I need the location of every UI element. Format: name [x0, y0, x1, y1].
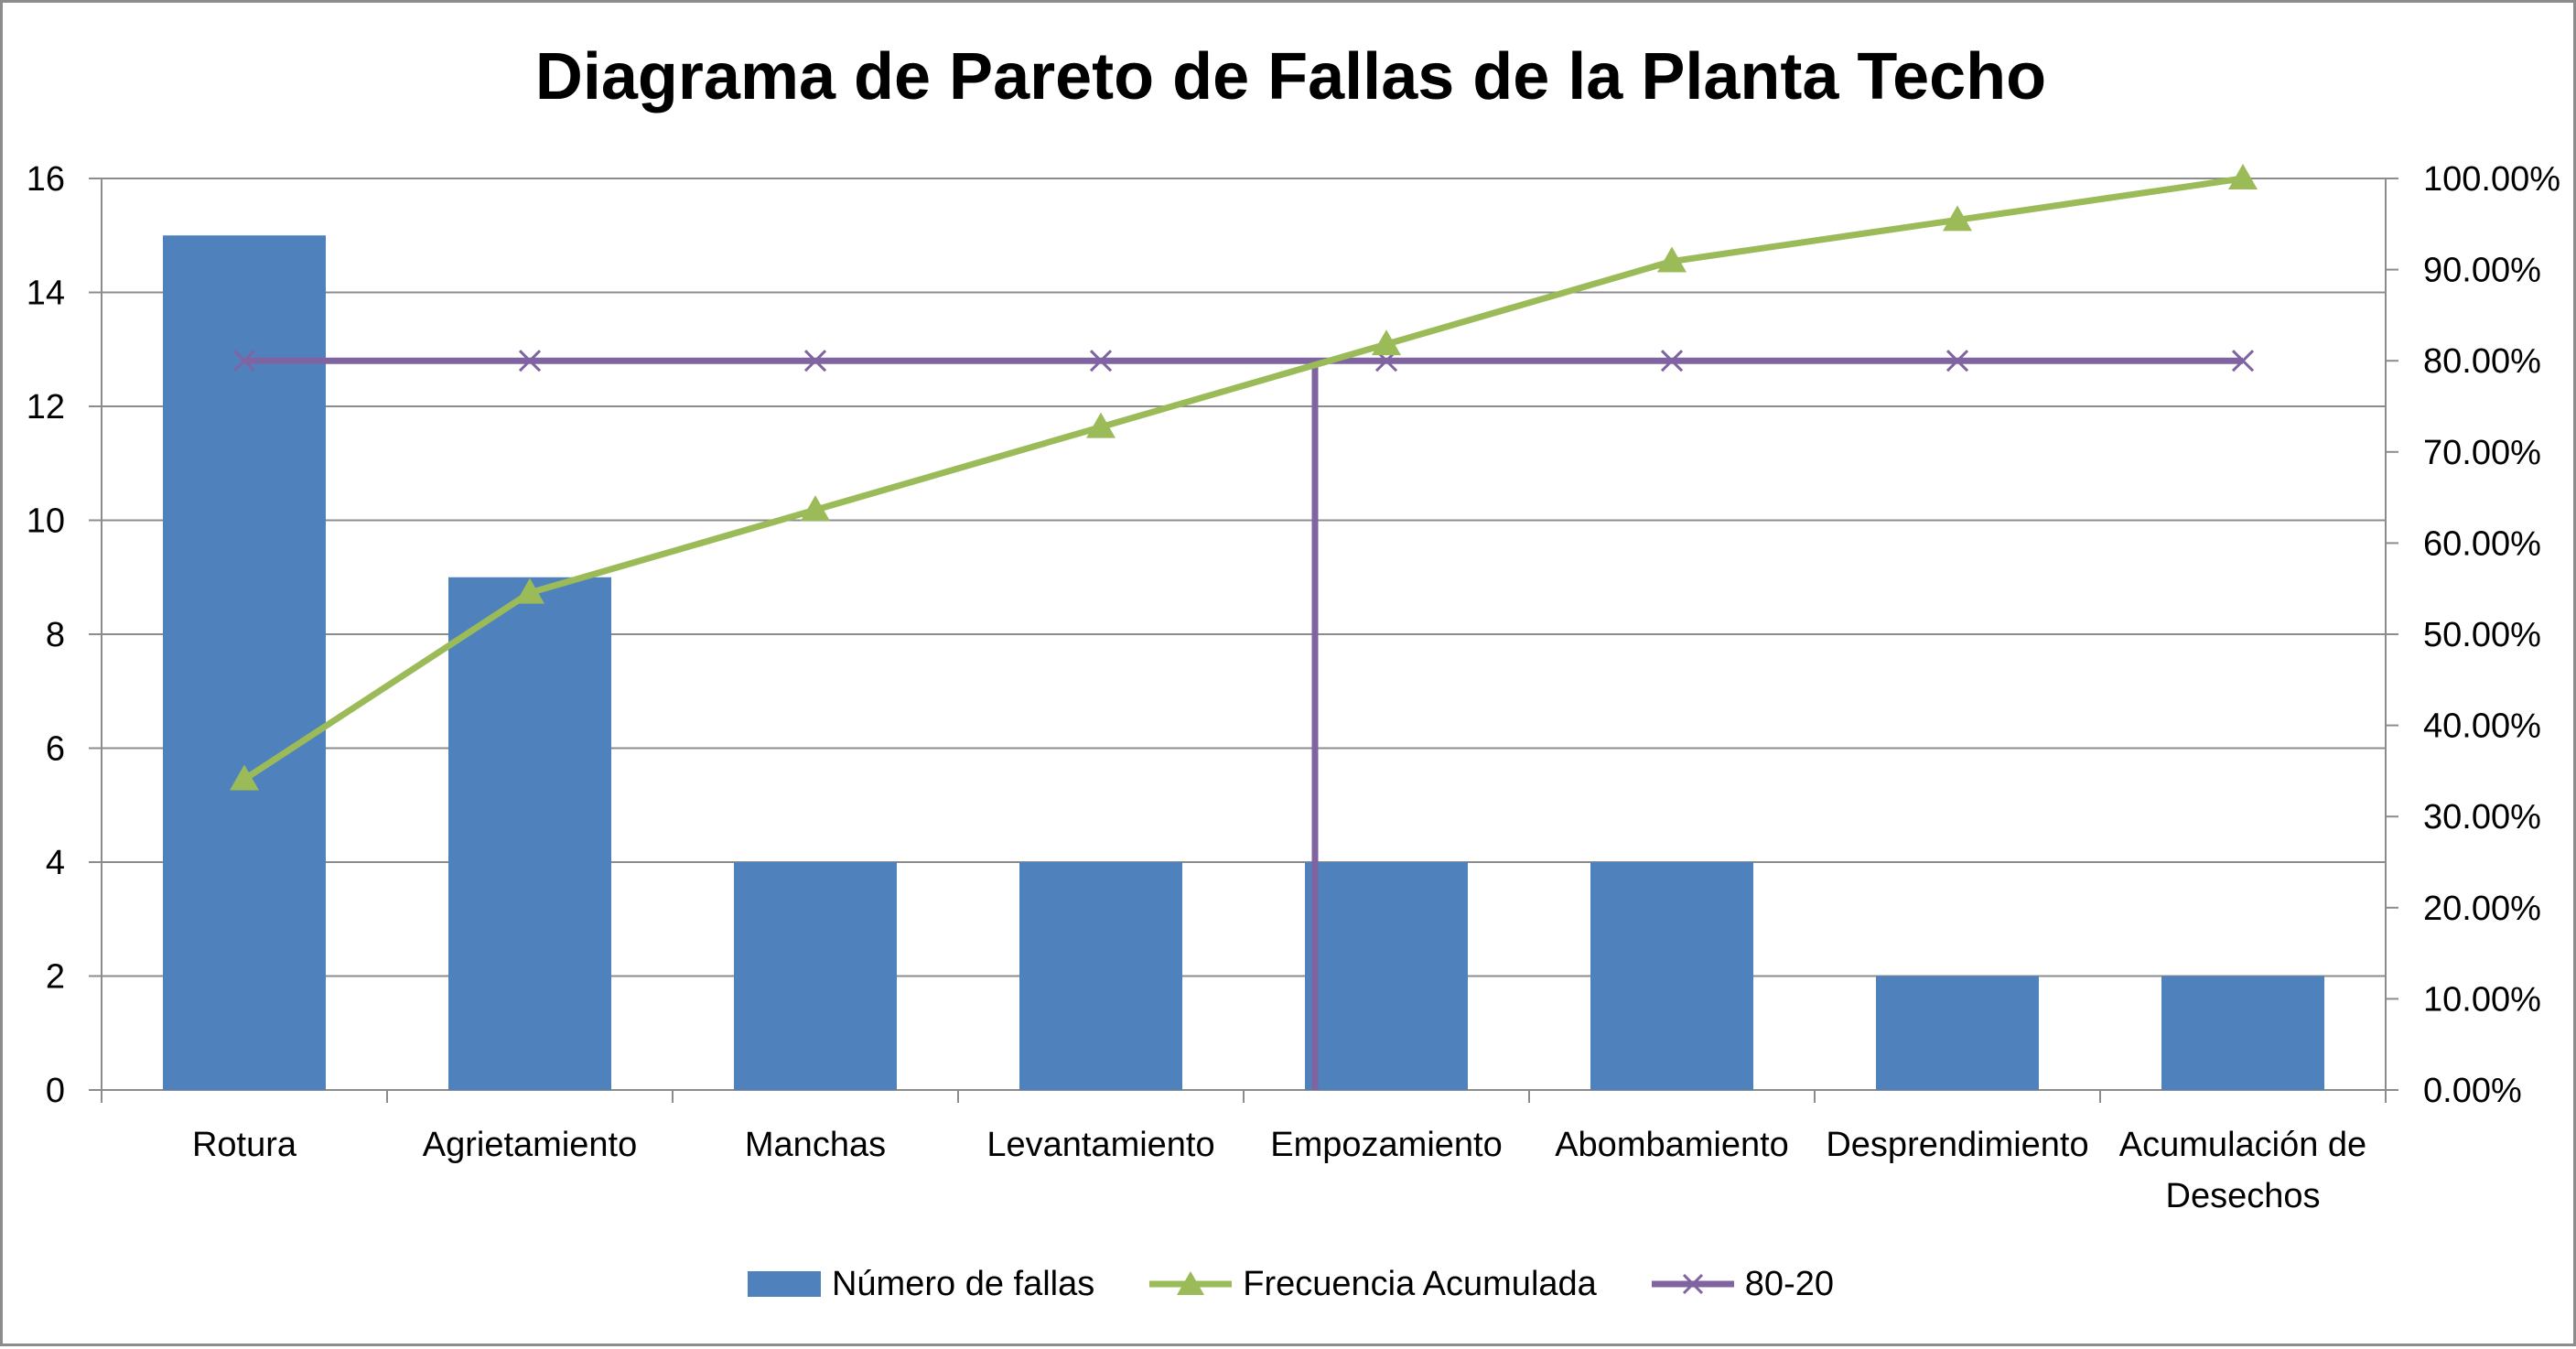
marker-80-20: [1089, 350, 1113, 372]
x-tick-label: Rotura: [192, 1126, 297, 1164]
bar-5: [1305, 862, 1468, 1090]
y2-tick-label: 10.00%: [2423, 980, 2541, 1019]
y-tick-label: 16: [27, 160, 65, 199]
y2-tick-label: 70.00%: [2423, 434, 2541, 472]
y2-tick-label: 60.00%: [2423, 524, 2541, 563]
legend: Número de fallas Frecuencia Acumulada 80…: [3, 1257, 2576, 1311]
marker-80-20: [518, 350, 542, 372]
legend-label-cumulative: Frecuencia Acumulada: [1243, 1264, 1597, 1303]
y-tick-label: 4: [46, 844, 65, 882]
x-tick-label: Abombamiento: [1555, 1126, 1789, 1164]
y-tick-label: 6: [46, 730, 65, 769]
series-line-cumulative: [243, 175, 2244, 782]
x-tick-label: Agrietamiento: [423, 1126, 637, 1164]
marker-80-20: [2231, 350, 2255, 372]
y2-tick-label: 20.00%: [2423, 890, 2541, 928]
chart-title: Diagrama de Pareto de Fallas de la Plant…: [534, 40, 2047, 113]
marker-80-20: [1945, 350, 1969, 372]
legend-swatch-cutoff: [1651, 1273, 1734, 1295]
x-tick-label: Empozamiento: [1270, 1126, 1502, 1164]
bar-8: [2161, 976, 2324, 1090]
x-tick-label: Acumulación de Desechos: [2119, 1126, 2366, 1215]
y2-tick-label: 100.00%: [2423, 160, 2560, 199]
bar-2: [448, 577, 611, 1090]
bar-6: [1590, 862, 1753, 1090]
legend-swatch-cumulative: [1149, 1271, 1233, 1295]
marker-80-20: [803, 350, 827, 372]
bar-4: [1019, 862, 1182, 1090]
marker-cumulative: [1372, 329, 1401, 356]
bar-1: [163, 235, 326, 1090]
y2-tick-label: 30.00%: [2423, 798, 2541, 836]
legend-item-cutoff: 80-20: [1651, 1264, 1834, 1304]
y2-tick-label: 80.00%: [2423, 342, 2541, 381]
y2-tick-label: 40.00%: [2423, 707, 2541, 746]
legend-label-bars: Número de fallas: [831, 1264, 1095, 1303]
y2-tick-label: 90.00%: [2423, 252, 2541, 290]
marker-cumulative: [1086, 412, 1116, 438]
marker-cumulative: [2228, 164, 2258, 189]
x-tick-label: Manchas: [745, 1126, 886, 1164]
marker-cumulative: [1657, 246, 1687, 273]
chart-plot: 0 2 4 6 8 10 12 14 16 0.00% 10.00% 20.00% 30.00% 40.0…: [27, 160, 2560, 1215]
bar-7: [1876, 976, 2039, 1090]
marker-cumulative: [801, 495, 830, 522]
legend-label-cutoff: 80-20: [1744, 1264, 1834, 1303]
y2-tick-label: 50.00%: [2423, 616, 2541, 654]
legend-swatch-bars: [747, 1271, 821, 1297]
marker-cumulative: [515, 577, 544, 604]
marker-cumulative: [1943, 205, 1972, 232]
marker-80-20: [232, 350, 256, 372]
y-tick-label: 14: [27, 275, 65, 313]
x-tick-label: Desprendimiento: [1826, 1126, 2088, 1164]
y2-tick-label: 0.00%: [2423, 1072, 2522, 1110]
legend-item-bars: Número de fallas: [747, 1264, 1095, 1304]
marker-cumulative: [230, 764, 259, 791]
x-tick-label: Levantamiento: [986, 1126, 1214, 1164]
bar-3: [734, 862, 897, 1090]
y-tick-label: 8: [46, 616, 65, 654]
legend-item-cumulative: Frecuencia Acumulada: [1149, 1265, 1597, 1304]
y-tick-label: 10: [27, 502, 65, 541]
marker-80-20: [1660, 350, 1684, 372]
y-tick-label: 0: [46, 1072, 65, 1110]
y-tick-label: 2: [46, 958, 65, 997]
y-tick-label: 12: [27, 388, 65, 426]
